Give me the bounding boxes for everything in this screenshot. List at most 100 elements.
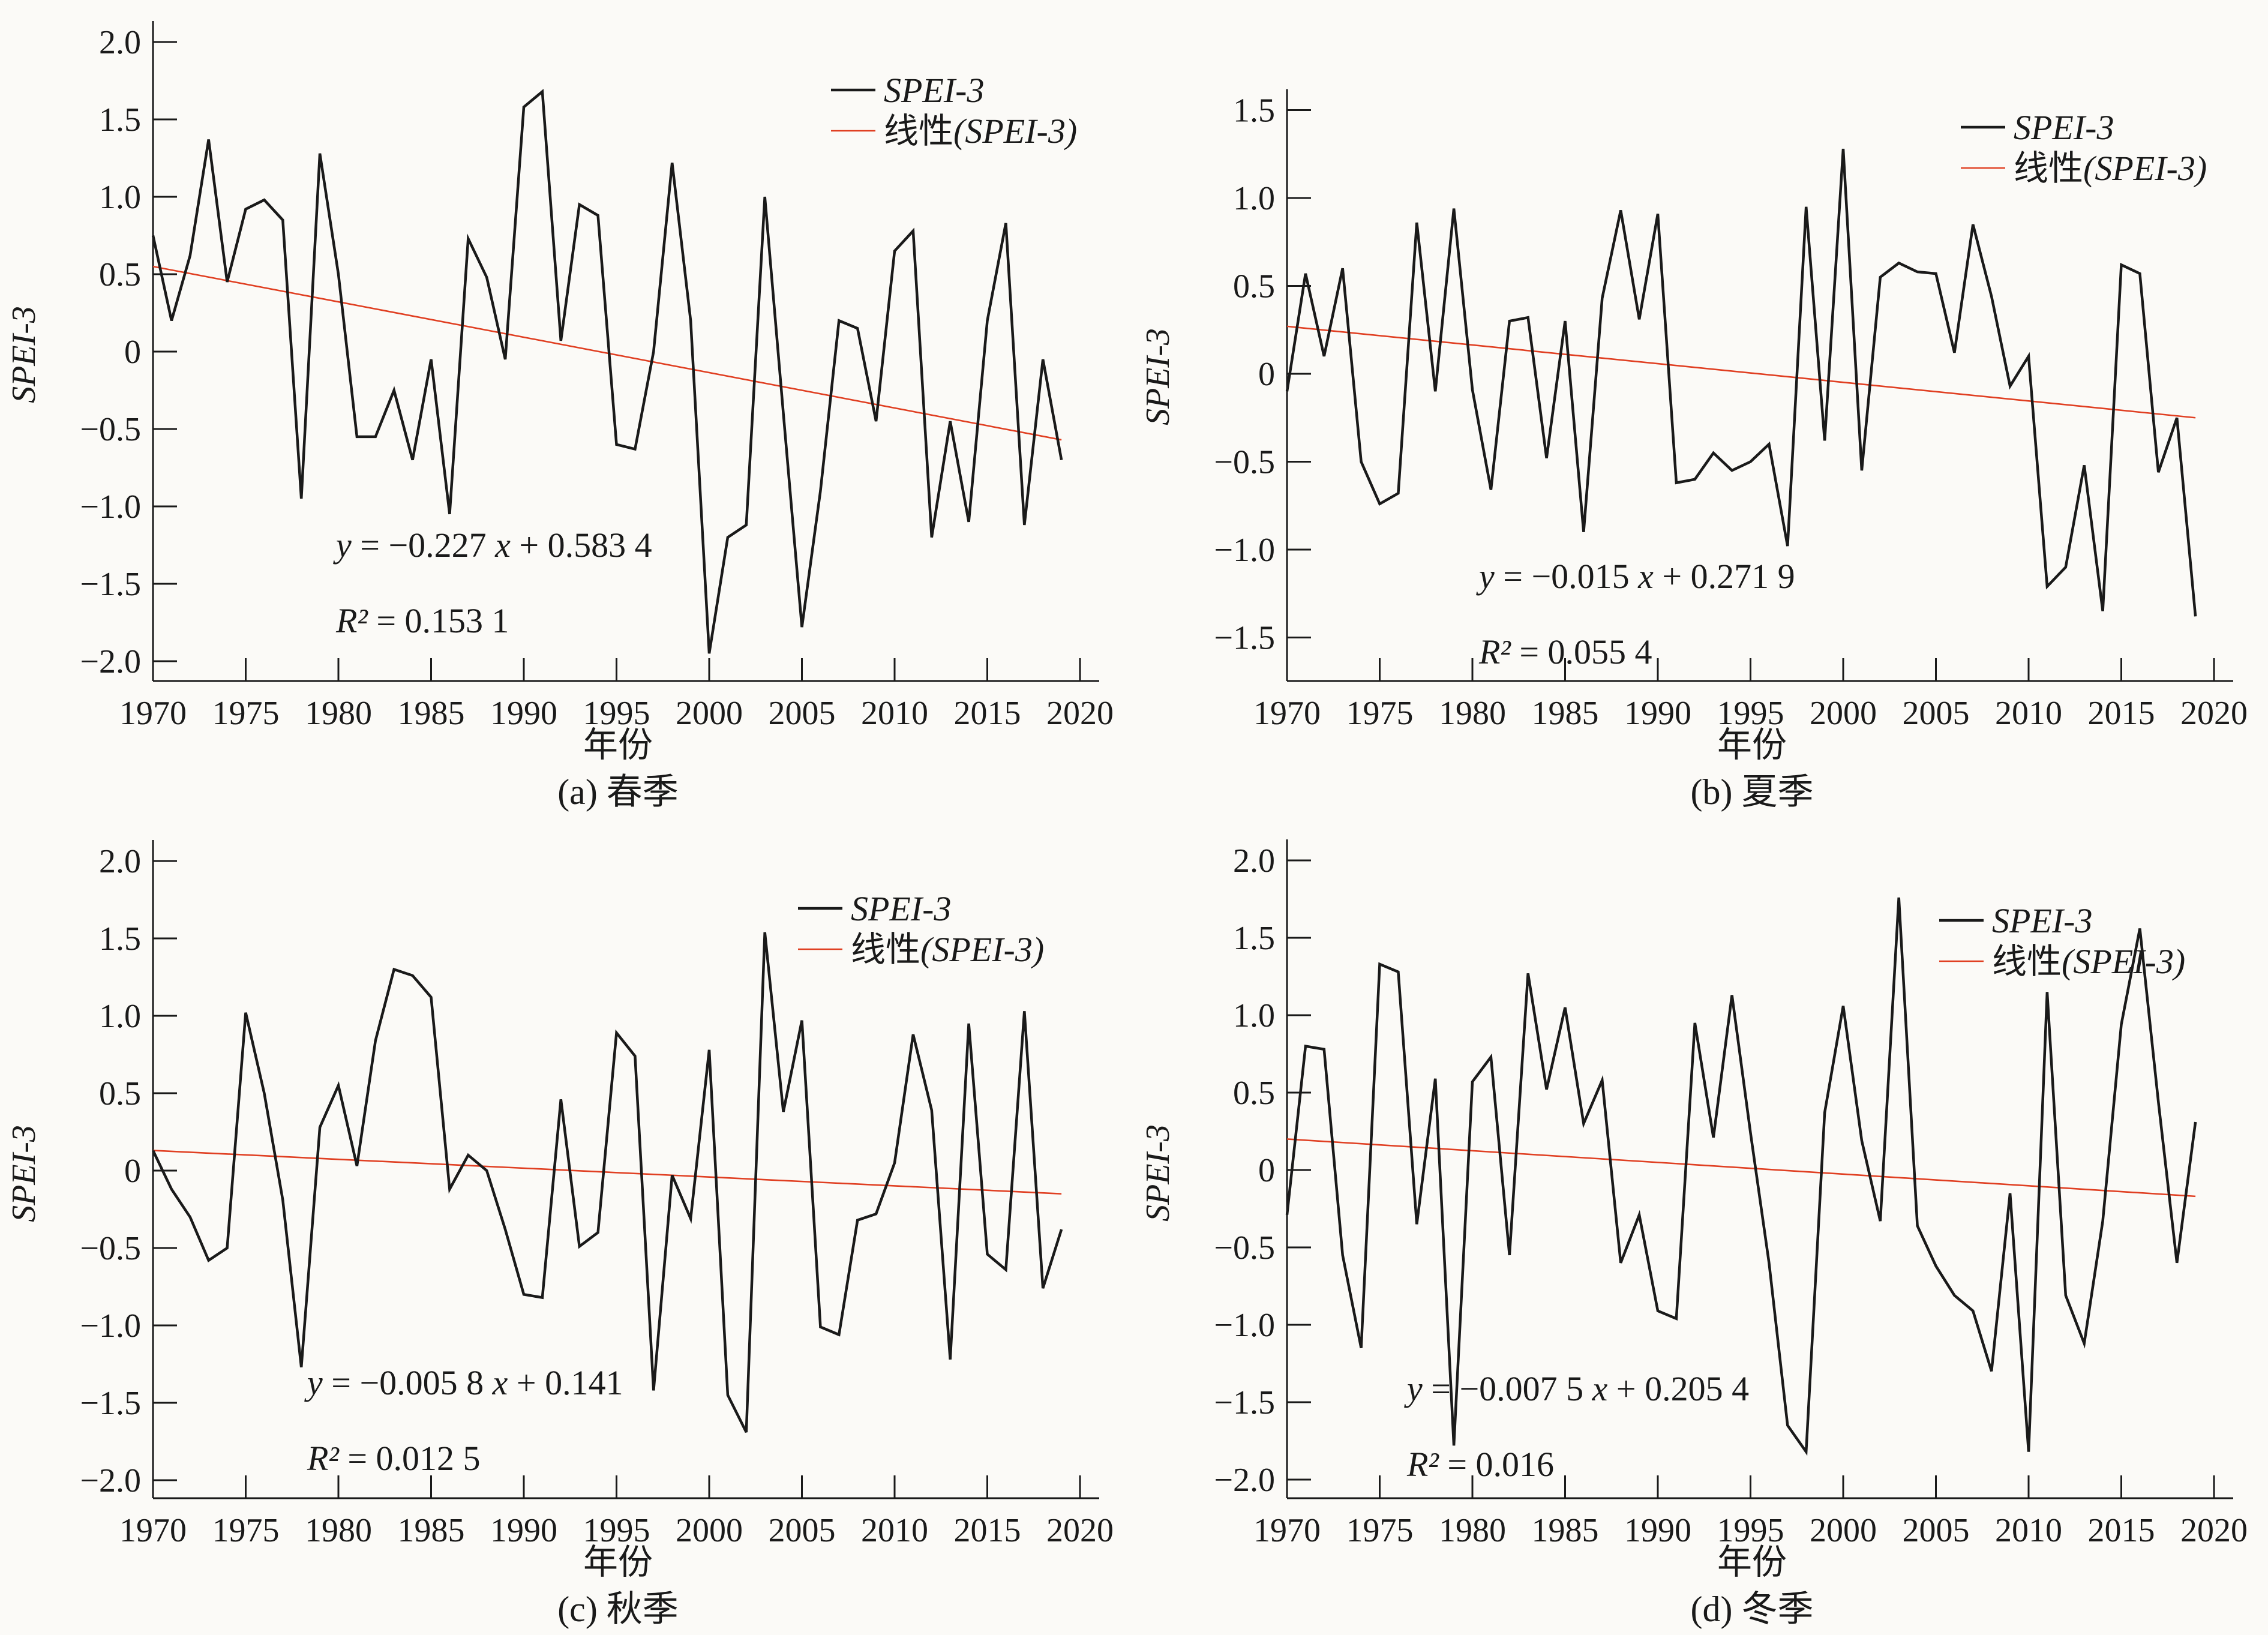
x-tick-label: 1970: [1253, 1512, 1321, 1546]
y-axis-label: SPEI-3: [1139, 1124, 1177, 1222]
spei3-series-line: [1285, 897, 2197, 1456]
regression-equation: y = −0.005 8 x + 0.141: [304, 1363, 623, 1402]
winter-chart: 2.0 1.5 1.0 0.5 0 −0.5 −1.0 −1.5 −2.0 1970 1975 198…: [1139, 839, 2248, 1546]
x-tick-label: 1995: [583, 1512, 650, 1546]
legend-trend-label: 线性(SPEI-3): [1992, 942, 2185, 981]
spei3-series-line: [151, 89, 1063, 654]
x-tick-label: 1970: [119, 695, 187, 729]
y-tick-label: 1.5: [1233, 920, 1275, 957]
y-tick-label: 1.0: [1233, 997, 1275, 1034]
x-tick-label: 2015: [954, 695, 1021, 729]
y-tick-label: 1.5: [99, 101, 141, 139]
spei3-series-line: [1285, 148, 2197, 617]
y-tick-label: −1.5: [1214, 1384, 1275, 1421]
y-tick-label: −0.5: [1214, 1229, 1275, 1267]
x-axis-label: 年份: [1717, 725, 1787, 764]
x-tick-label: 2010: [1995, 1512, 2062, 1546]
y-tick-label: 0: [124, 1153, 141, 1190]
x-tick-label: 2020: [1046, 695, 1114, 729]
x-tick-label: 1975: [212, 695, 280, 729]
summer-chart: 1.5 1.0 0.5 0 −0.5 −1.0 −1.5 1970 1975 1980 1985 19…: [1139, 89, 2248, 729]
regression-equation: y = −0.227 x + 0.583 4: [333, 526, 652, 565]
x-tick-label: 1985: [1532, 695, 1599, 729]
x-tick-label: 1990: [1624, 695, 1691, 729]
x-tick-label: 2010: [1995, 695, 2062, 729]
y-tick-label: −2.0: [80, 1462, 141, 1499]
y-tick-label: −2.0: [80, 643, 141, 680]
legend-trend-label: 线性(SPEI-3): [2014, 149, 2207, 188]
panel-autumn: 2.0 1.5 1.0 0.5 0 −0.5 −1.0 −1.5 −2.0 1970 1975 198…: [0, 817, 1134, 1634]
panel-spring: 2.0 1.5 1.0 0.5 0 −0.5 −1.0 −1.5 −2.0 1970 1975 198…: [0, 0, 1134, 817]
x-tick-label: 2015: [954, 1512, 1021, 1546]
x-tick-label: 2005: [1903, 695, 1970, 729]
x-tick-label: 2010: [861, 695, 928, 729]
x-axis-label: 年份: [583, 1543, 653, 1582]
legend-series-label: SPEI-3: [851, 889, 952, 928]
x-tick-label: 1995: [583, 695, 650, 729]
spring-chart: 2.0 1.5 1.0 0.5 0 −0.5 −1.0 −1.5 −2.0 1970 1975 198…: [5, 21, 1114, 729]
x-tick-label: 1995: [1717, 1512, 1784, 1546]
x-tick-label: 1970: [1253, 695, 1321, 729]
y-tick-label: −0.5: [1214, 444, 1275, 481]
y-tick-label: 0.5: [99, 256, 141, 293]
x-tick-label: 2000: [676, 1512, 743, 1546]
spei3-series-line: [151, 932, 1063, 1433]
y-tick-label: −2.0: [1214, 1462, 1275, 1499]
y-tick-label: −1.0: [1214, 1307, 1275, 1344]
x-tick-label: 1995: [1717, 695, 1784, 729]
y-tick-label: −0.5: [80, 1230, 141, 1267]
x-tick-label: 1980: [305, 695, 372, 729]
y-tick-label: −1.0: [80, 488, 141, 526]
y-tick-label: 0: [1258, 1152, 1275, 1189]
x-tick-label: 2020: [2180, 1512, 2248, 1546]
y-tick-label: −1.5: [80, 566, 141, 603]
panel-winter: 2.0 1.5 1.0 0.5 0 −0.5 −1.0 −1.5 −2.0 1970 1975 198…: [1134, 817, 2268, 1634]
x-tick-label: 1975: [212, 1512, 280, 1546]
y-tick-label: −1.0: [80, 1307, 141, 1345]
y-tick-label: 2.0: [99, 24, 141, 61]
legend-series-label: SPEI-3: [2014, 108, 2114, 147]
x-tick-label: 1975: [1346, 695, 1414, 729]
panel-summer: 1.5 1.0 0.5 0 −0.5 −1.0 −1.5 1970 1975 1980 1985 19…: [1134, 0, 2268, 817]
y-axis-label: SPEI-3: [5, 1125, 43, 1222]
x-tick-label: 1990: [490, 1512, 557, 1546]
y-tick-label: 1.0: [99, 998, 141, 1035]
y-axis-label: SPEI-3: [5, 306, 43, 403]
x-tick-label: 2005: [769, 1512, 836, 1546]
y-tick-label: 2.0: [1233, 842, 1275, 880]
y-tick-label: 0: [124, 334, 141, 371]
y-tick-label: 1.0: [1233, 180, 1275, 217]
legend-trend-label: 线性(SPEI-3): [884, 112, 1077, 151]
trend-line: [1286, 325, 2196, 419]
x-tick-label: 1980: [1439, 695, 1506, 729]
panel-caption: (c) 秋季: [557, 1589, 679, 1629]
x-tick-label: 1980: [305, 1512, 372, 1546]
y-tick-label: −1.0: [1214, 532, 1275, 569]
x-tick-label: 1990: [1624, 1512, 1691, 1546]
r-squared-value: R² = 0.012 5: [307, 1439, 481, 1478]
panel-caption: (a) 春季: [557, 772, 679, 812]
x-tick-label: 2000: [1810, 695, 1877, 729]
panel-caption: (d) 冬季: [1690, 1589, 1814, 1629]
y-tick-label: −1.5: [1214, 620, 1275, 657]
x-tick-label: 2005: [769, 695, 836, 729]
x-tick-label: 2005: [1903, 1512, 1970, 1546]
r-squared-value: R² = 0.016: [1406, 1445, 1554, 1484]
x-tick-label: 2010: [861, 1512, 928, 1546]
x-tick-label: 2015: [2088, 1512, 2155, 1546]
r-squared-value: R² = 0.153 1: [335, 601, 509, 640]
y-tick-label: −0.5: [80, 411, 141, 448]
y-tick-label: 2.0: [99, 843, 141, 880]
x-axis-label: 年份: [583, 725, 653, 764]
panel-caption: (b) 夏季: [1690, 772, 1814, 812]
x-tick-label: 1985: [398, 1512, 465, 1546]
x-tick-label: 2020: [2180, 695, 2248, 729]
x-tick-label: 1975: [1346, 1512, 1414, 1546]
trend-line: [152, 265, 1062, 441]
y-tick-label: 0: [1258, 356, 1275, 393]
x-tick-label: 2000: [676, 695, 743, 729]
legend-series-label: SPEI-3: [1992, 901, 2093, 940]
x-axis-label: 年份: [1717, 1543, 1787, 1582]
r-squared-value: R² = 0.055 4: [1478, 632, 1652, 671]
